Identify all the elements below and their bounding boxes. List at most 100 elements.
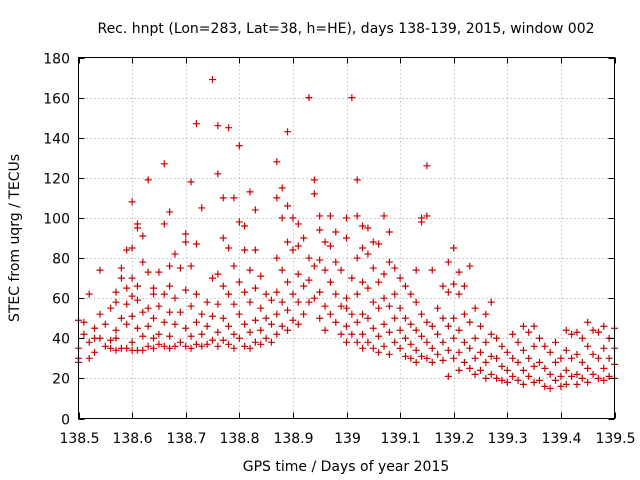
data-point (85, 338, 93, 346)
data-point (482, 310, 490, 318)
data-point (519, 346, 527, 354)
data-point (219, 282, 227, 290)
data-point (487, 330, 495, 338)
data-point (525, 372, 533, 380)
data-point (396, 304, 404, 312)
y-tick-label: 40 (52, 332, 70, 348)
data-point (391, 314, 399, 322)
data-point (364, 314, 372, 322)
data-point (369, 298, 377, 306)
data-point (546, 348, 554, 356)
data-point (176, 338, 184, 346)
data-point (562, 326, 570, 334)
data-point (133, 224, 141, 232)
data-point (396, 344, 404, 352)
data-point (144, 342, 152, 350)
data-point (434, 304, 442, 312)
data-point (171, 294, 179, 302)
data-point (166, 332, 174, 340)
data-point (203, 322, 211, 330)
data-point (284, 238, 292, 246)
data-point (471, 304, 479, 312)
data-point (214, 122, 222, 130)
data-point (466, 262, 474, 270)
data-point (166, 282, 174, 290)
data-point (123, 300, 131, 308)
data-point (573, 370, 581, 378)
data-point (267, 296, 275, 304)
data-point (294, 320, 302, 328)
data-point (530, 342, 538, 350)
data-point (380, 320, 388, 328)
data-point (514, 358, 522, 366)
data-point (552, 358, 560, 366)
data-point (562, 346, 570, 354)
data-point (369, 264, 377, 272)
data-point (96, 266, 104, 274)
data-point (150, 314, 158, 322)
data-point (568, 330, 576, 338)
data-point (192, 240, 200, 248)
data-point (128, 274, 136, 282)
data-point (230, 300, 238, 308)
data-point (343, 294, 350, 302)
data-point (262, 314, 270, 322)
data-point (230, 344, 238, 352)
data-point (235, 334, 243, 342)
data-point (117, 274, 125, 282)
data-point (214, 270, 222, 278)
data-point (235, 278, 243, 286)
data-point (594, 328, 602, 336)
data-point (348, 274, 356, 282)
data-point (214, 170, 222, 178)
y-axis-label: STEC from uqrg / TECUs (7, 154, 23, 322)
data-point (514, 338, 522, 346)
data-point (289, 316, 297, 324)
data-point (552, 338, 560, 346)
data-point (359, 222, 367, 230)
data-point (192, 290, 200, 298)
data-point (493, 334, 501, 342)
data-point (187, 332, 195, 340)
data-point (300, 282, 308, 290)
data-point (225, 290, 233, 298)
data-point (455, 366, 463, 374)
data-point (123, 320, 131, 328)
axis-ticks (78, 57, 616, 420)
data-point (471, 334, 479, 342)
data-point (289, 290, 297, 298)
data-point (198, 310, 206, 318)
data-point (155, 268, 163, 276)
data-point (439, 338, 447, 346)
data-point (160, 160, 168, 168)
y-tick-label: 100 (43, 212, 70, 228)
data-point (369, 344, 377, 352)
data-point (412, 298, 420, 306)
data-point (375, 332, 383, 340)
data-point (230, 262, 238, 270)
data-point (391, 290, 399, 298)
data-point (284, 278, 292, 286)
data-point (519, 366, 527, 374)
data-point (498, 362, 506, 370)
data-point (359, 344, 367, 352)
data-point (321, 266, 329, 274)
data-point (353, 254, 361, 262)
data-point (241, 320, 249, 328)
data-point (187, 178, 195, 186)
data-point (578, 334, 586, 342)
data-point (128, 312, 136, 320)
data-point (482, 374, 490, 382)
x-tick-label: 139.3 (487, 431, 527, 447)
data-point (284, 306, 292, 314)
data-point (192, 340, 200, 348)
data-point (562, 380, 570, 388)
x-tick-label: 138.9 (273, 431, 313, 447)
data-point (230, 330, 238, 338)
y-tick-label: 80 (52, 252, 70, 268)
data-point (128, 338, 136, 346)
data-point (514, 376, 522, 384)
data-point (407, 354, 415, 362)
data-point (262, 290, 270, 298)
data-point (123, 284, 131, 292)
